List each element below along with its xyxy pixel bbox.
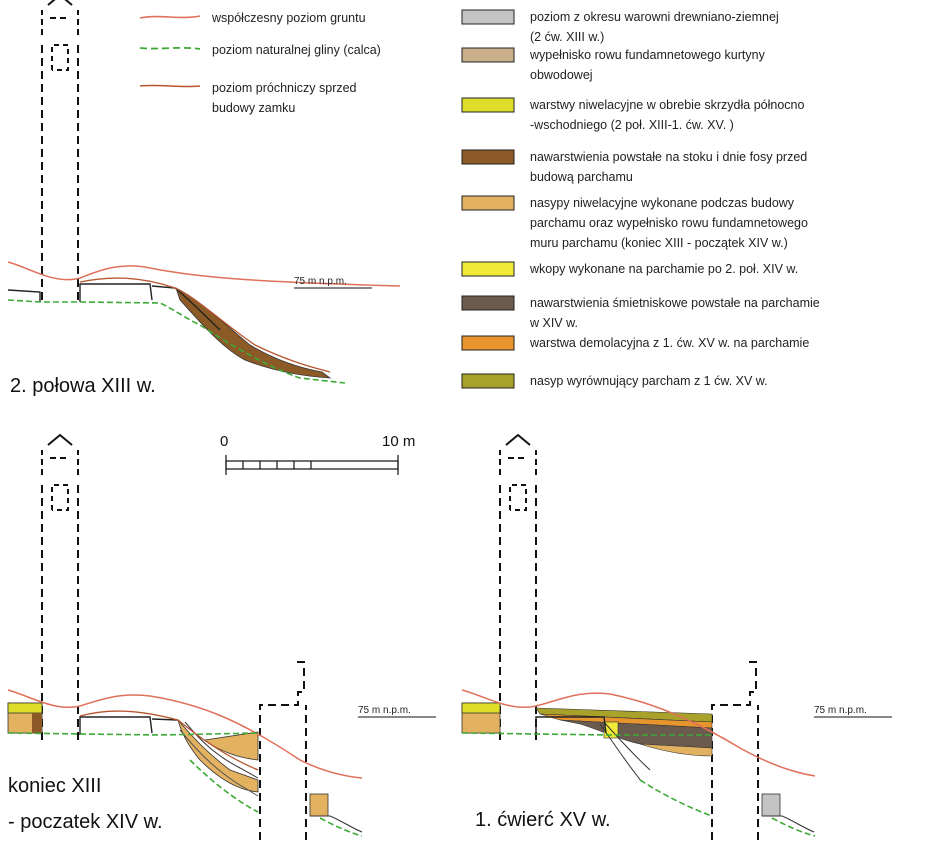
legend-line-humus-text-2: budowy zamku (212, 101, 295, 115)
fill-legend-text-l2-1: wypełnisko rowu fundamnetowego kurtyny (529, 48, 766, 62)
legend-line-humus-text-1: poziom próchniczy sprzed (212, 81, 357, 95)
outer-fill-2 (309, 793, 329, 817)
parcham-fill-3 (639, 743, 713, 757)
fill-legend-swatch-l5 (461, 195, 515, 211)
fill-legend-swatch-l4 (461, 149, 515, 165)
fill-legend-item-l7: nawarstwienia śmietniskowe powstałe na p… (461, 295, 820, 330)
scale-label-end: 10 m (382, 433, 415, 450)
legend-line-clay-text: poziom naturalnej gliny (calca) (212, 43, 381, 57)
fill-legend-swatch-l6 (461, 261, 515, 277)
parcham-wall-outline-2 (259, 661, 307, 841)
fill-legend-text-l2-2: obwodowej (530, 68, 593, 82)
legend-line-modern-text: współczesny poziom gruntu (211, 11, 366, 25)
fill-legend-text-l4-1: nawarstwienia powstałe na stoku i dnie f… (530, 150, 807, 164)
clay-level-swatch (139, 46, 201, 50)
fill-legend-item-l8: warstwa demolacyjna z 1. ćw. XV w. na pa… (461, 335, 809, 351)
fill-legend-text-l5-2: parchamu oraz wypełnisko rowu fundamneto… (530, 216, 808, 230)
fill-legend-swatch-l8 (461, 335, 515, 351)
outer-slope-2 (310, 815, 363, 833)
fill-legend-item-l3: warstwy niwelacyjne w obrebie skrzydła p… (461, 97, 804, 132)
fill-legend-text-l1-1: poziom z okresu warowni drewniano-ziemne… (530, 10, 779, 24)
fill-legend-item-l2: wypełnisko rowu fundamnetowego kurtyny ob… (461, 47, 766, 82)
tower-outline-2 (41, 434, 79, 741)
fill-legend-swatch-l1 (461, 9, 515, 25)
structure-lines-2 (79, 716, 179, 735)
modern-ground-line-3 (461, 689, 816, 777)
scale-bar-frame (225, 460, 399, 470)
modern-ground-line-2 (7, 689, 363, 779)
scale-label-start: 0 (220, 433, 228, 450)
humus-line-1 (79, 277, 331, 373)
panel-caption-2-line-1: koniec XIII (8, 775, 101, 797)
left-fill-2b (7, 702, 43, 714)
clay-line-2 (7, 732, 363, 837)
level-label-1: 75 m n.p.m. (294, 276, 347, 287)
panel-3: 75 m n.p.m. 1. ćwierć XV w. (461, 434, 892, 841)
scale-bar: 0 10 m (220, 433, 415, 475)
slope-deposit-line-2 (184, 721, 259, 779)
legend-line-modern: współczesny poziom gruntu (139, 11, 366, 25)
legend-line-humus: poziom próchniczy sprzed budowy zamku (139, 81, 357, 115)
slope-deposit-line-2b (179, 729, 259, 797)
line-legend: współczesny poziom gruntu poziom natural… (139, 11, 381, 115)
fill-legend-text-l7-1: nawarstwienia śmietniskowe powstałe na p… (530, 296, 820, 310)
fill-legend-text-l9-1: nasyp wyrównujący parcham z 1 ćw. XV w. (530, 374, 768, 388)
fill-legend-text-l5-3: muru parchamu (koniec XIII - początek XI… (530, 236, 788, 250)
scale-bar-ticks (225, 455, 399, 475)
panel-caption-1: 2. połowa XIII w. (10, 375, 156, 397)
structure-lines-3 (535, 716, 607, 735)
fill-legend-text-l4-2: budową parchamu (530, 170, 633, 184)
modern-ground-swatch (139, 15, 201, 19)
fill-legend-swatch-l2 (461, 47, 515, 63)
fill-legend-text-l3-2: -wschodniego (2 poł. XIII-1. ćw. XV. ) (530, 118, 734, 132)
outer-fill-3 (761, 793, 781, 817)
fill-legend-text-l5-1: nasypy niwelacyjne wykonane podczas budo… (530, 196, 795, 210)
fill-legend-swatch-l3 (461, 97, 515, 113)
level-label-2: 75 m n.p.m. (358, 705, 411, 716)
left-fill-2c (32, 713, 42, 733)
panel-caption-2-line-2: - poczatek XIV w. (8, 811, 163, 833)
fill-legend-item-l4: nawarstwienia powstałe na stoku i dnie f… (461, 149, 807, 184)
level-label-3: 75 m n.p.m. (814, 705, 867, 716)
humus-level-swatch (139, 84, 201, 88)
fill-legend: poziom z okresu warowni drewniano-ziemne… (461, 9, 820, 389)
panel-1: 75 m n.p.m. 2. połowa XIII w. (7, 0, 401, 397)
fill-legend-text-l1-2: (2 ćw. XIII w.) (530, 30, 604, 44)
legend-line-clay: poziom naturalnej gliny (calca) (139, 43, 381, 57)
slope-deposit-1 (175, 287, 332, 379)
panel-caption-3: 1. ćwierć XV w. (475, 809, 611, 831)
panel-2: 75 m n.p.m. koniec XIII - poczatek XIV w… (7, 434, 436, 841)
left-fill-3b (461, 702, 501, 714)
fill-legend-swatch-l7 (461, 295, 515, 311)
tower-outline-1 (41, 0, 79, 301)
fill-legend-item-l5: nasypy niwelacyjne wykonane podczas budo… (461, 195, 808, 250)
clay-line-1 (7, 299, 346, 384)
clay-line-3 (461, 732, 816, 837)
tower-outline-3 (499, 434, 537, 741)
fill-legend-text-l3-1: warstwy niwelacyjne w obrebie skrzydła p… (529, 98, 804, 112)
modern-ground-line-1 (7, 261, 401, 287)
fill-legend-item-l9: nasyp wyrównujący parcham z 1 ćw. XV w. (461, 373, 768, 389)
fill-legend-text-l6-1: wkopy wykonane na parchamie po 2. poł. X… (529, 262, 798, 276)
fill-legend-text-l8-1: warstwa demolacyjna z 1. ćw. XV w. na pa… (529, 336, 809, 350)
humus-line-2 (79, 710, 259, 771)
slope-lines-3 (599, 721, 651, 783)
fill-legend-item-l6: wkopy wykonane na parchamie po 2. poł. X… (461, 261, 798, 277)
fill-legend-item-l1: poziom z okresu warowni drewniano-ziemne… (461, 9, 779, 44)
outer-slope-3 (762, 815, 815, 833)
fill-legend-text-l7-2: w XIV w. (529, 316, 578, 330)
fill-legend-swatch-l9 (461, 373, 515, 389)
parcham-wall-outline-3 (711, 661, 759, 841)
parcham-fill-2 (177, 719, 259, 793)
